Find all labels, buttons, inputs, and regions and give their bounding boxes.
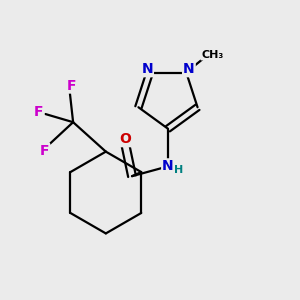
Text: H: H: [174, 165, 183, 175]
Text: N: N: [162, 159, 174, 173]
Text: F: F: [34, 105, 43, 119]
Text: CH₃: CH₃: [201, 50, 224, 59]
Text: N: N: [141, 62, 153, 76]
Text: O: O: [119, 132, 131, 146]
Text: F: F: [40, 144, 49, 158]
Text: N: N: [183, 62, 195, 76]
Text: F: F: [67, 79, 76, 92]
